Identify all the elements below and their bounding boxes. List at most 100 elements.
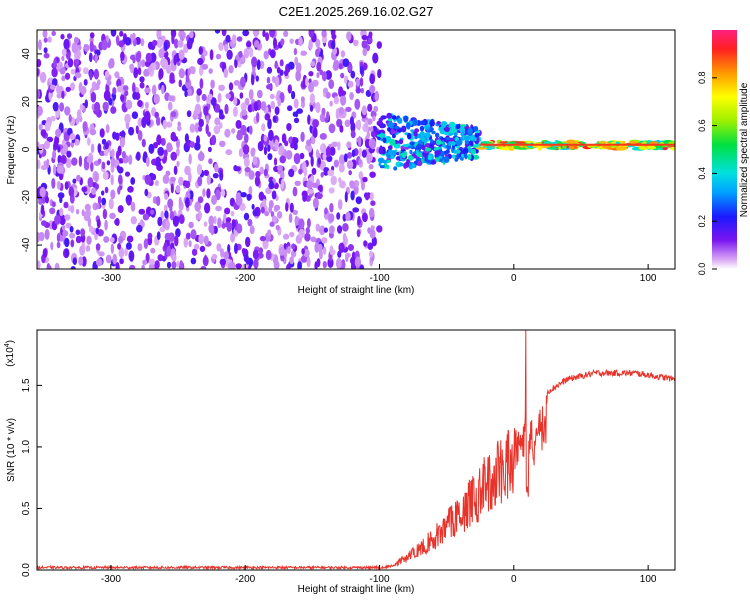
heatmap-cell-1369 xyxy=(72,257,78,266)
heatmap-cell-441 xyxy=(266,84,273,90)
heatmap-cell-1277 xyxy=(108,97,113,106)
heatmap-cell-840 xyxy=(64,106,71,116)
heatmap-cell-1174 xyxy=(86,137,91,146)
heatmap-cell-935 xyxy=(144,188,149,197)
heatmap-cell-343 xyxy=(221,30,227,37)
heatmap-cell-1400 xyxy=(164,210,169,219)
heatmap-cell-1866 xyxy=(444,126,450,133)
heatmap-cell-1686 xyxy=(386,112,393,119)
heatmap-cell-625 xyxy=(151,173,157,181)
heatmap-cell-1177 xyxy=(125,242,132,250)
heatmap-cell-862 xyxy=(215,53,222,60)
heatmap-cell-1243 xyxy=(361,105,367,116)
heatmap-cell-1474 xyxy=(178,49,185,60)
heatmap-cell-203 xyxy=(190,257,197,265)
heatmap-cell-806 xyxy=(321,237,328,244)
heatmap-cell-1111 xyxy=(336,212,341,220)
heatmap-cell-1017 xyxy=(358,158,362,165)
heatmap-cell-1364 xyxy=(155,116,161,126)
heatmap-cell-697 xyxy=(94,171,99,183)
heatmap-cell-1468 xyxy=(78,256,84,266)
heatmap-cell-1265 xyxy=(94,101,101,113)
heatmap-cell-2136 xyxy=(668,141,675,145)
heatmap-cell-55 xyxy=(263,145,268,156)
heatmap-cell-469 xyxy=(176,147,180,157)
heatmap-cell-1876 xyxy=(424,147,432,152)
heatmap-cell-1437 xyxy=(277,165,283,172)
heatmap-cell-1409 xyxy=(94,53,98,64)
heatmap-cell-1218 xyxy=(264,113,271,121)
heatmap-cell-611 xyxy=(110,106,117,114)
heatmap-cell-187 xyxy=(226,49,233,60)
heatmap-cell-758 xyxy=(64,248,70,257)
heatmap-cell-1551 xyxy=(456,145,460,149)
heatmap-cell-1300 xyxy=(109,237,115,243)
heatmap-cell-1842 xyxy=(407,132,412,140)
heatmap-cell-716 xyxy=(218,122,223,129)
heatmap-cell-1873 xyxy=(434,157,440,162)
heatmap-cell-1380 xyxy=(82,121,88,132)
heatmap-cell-1431 xyxy=(355,120,361,130)
heatmap-cell-113 xyxy=(286,123,292,131)
heatmap-cell-641 xyxy=(169,72,175,83)
heatmap-cell-796 xyxy=(45,196,49,204)
heatmap-cell-344 xyxy=(130,201,136,212)
heatmap-cell-615 xyxy=(50,241,54,251)
heatmap-cell-843 xyxy=(292,186,298,197)
heatmap-cell-1274 xyxy=(262,30,266,38)
heatmap-cell-729 xyxy=(240,102,247,111)
heatmap-cell-1815 xyxy=(403,162,408,169)
heatmap-cell-1373 xyxy=(368,31,373,38)
heatmap-cell-719 xyxy=(142,259,148,266)
heatmap-cell-1113 xyxy=(213,125,221,135)
heatmap-cell-680 xyxy=(306,256,311,268)
heatmap-cell-1415 xyxy=(223,213,227,224)
heatmap-cell-2124 xyxy=(649,141,659,145)
heatmap-cell-908 xyxy=(63,38,70,50)
heatmap-cell-1244 xyxy=(312,119,319,128)
heatmap-cell-1230 xyxy=(213,163,219,173)
heatmap-cell-1703 xyxy=(456,152,461,160)
heatmap-cell-1846 xyxy=(392,140,396,146)
heatmap-cell-2068 xyxy=(630,140,636,145)
heatmap-cell-1344 xyxy=(203,169,210,176)
heatmap-cell-1450 xyxy=(171,261,177,269)
heatmap-cell-1150 xyxy=(164,193,169,200)
top-x-ticks: -300 -200 -100 0 100 xyxy=(101,264,657,284)
heatmap-cell-1425 xyxy=(96,258,103,267)
heatmap-cell-1036 xyxy=(307,144,313,153)
heatmap-cell-1166 xyxy=(69,133,76,141)
heatmap-cell-1582 xyxy=(393,143,401,149)
heatmap-cell-783 xyxy=(203,105,209,116)
heatmap-cell-618 xyxy=(104,219,108,231)
heatmap-cell-1261 xyxy=(170,131,177,142)
heatmap-cell-1348 xyxy=(346,152,353,159)
heatmap-cell-1207 xyxy=(167,198,174,209)
heatmap-cell-1322 xyxy=(283,69,289,77)
heatmap-cell-1366 xyxy=(46,158,50,169)
heatmap-cell-2127 xyxy=(512,145,521,150)
heatmap-cell-503 xyxy=(43,47,48,54)
heatmap-cell-102 xyxy=(248,170,255,180)
heatmap-cell-789 xyxy=(56,180,61,190)
heatmap-cell-147 xyxy=(261,123,266,132)
heatmap-cell-1069 xyxy=(301,248,305,255)
heatmap-cell-1362 xyxy=(56,165,64,174)
heatmap-cell-1086 xyxy=(145,156,150,167)
heatmap-cell-903 xyxy=(269,49,276,59)
heatmap-cell-1382 xyxy=(285,202,289,212)
heatmap-cell-1407 xyxy=(53,164,57,176)
heatmap-cell-706 xyxy=(256,89,263,99)
heatmap-cell-1333 xyxy=(102,101,109,112)
heatmap-cell-1404 xyxy=(154,180,159,187)
heatmap-cell-70 xyxy=(294,56,299,66)
heatmap-cell-1732 xyxy=(417,133,422,139)
heatmap-cell-940 xyxy=(239,92,244,99)
heatmap-cell-1856 xyxy=(409,149,413,155)
heatmap-cell-1252 xyxy=(178,79,182,88)
heatmap-cell-1308 xyxy=(132,82,136,94)
heatmap-cell-1342 xyxy=(206,174,211,186)
heatmap-cell-1258 xyxy=(325,146,331,158)
snr-frame xyxy=(36,329,676,571)
